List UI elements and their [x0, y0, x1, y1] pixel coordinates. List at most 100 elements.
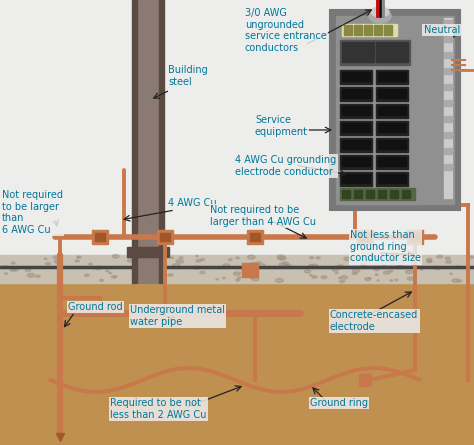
Text: Ground ring: Ground ring	[310, 398, 368, 408]
Bar	[364, 25, 372, 35]
Ellipse shape	[109, 267, 113, 269]
Ellipse shape	[310, 257, 314, 259]
Ellipse shape	[11, 262, 15, 264]
Bar	[342, 24, 397, 36]
Ellipse shape	[112, 255, 119, 258]
Ellipse shape	[96, 268, 100, 270]
Bar	[444, 20, 452, 26]
Ellipse shape	[369, 278, 371, 279]
Ellipse shape	[375, 274, 378, 275]
Ellipse shape	[437, 255, 442, 258]
Ellipse shape	[279, 263, 287, 267]
Ellipse shape	[46, 263, 50, 265]
Ellipse shape	[311, 264, 318, 267]
Bar	[342, 174, 370, 183]
Ellipse shape	[36, 275, 40, 277]
Ellipse shape	[146, 271, 149, 272]
Bar	[376, 155, 408, 169]
Bar	[384, 25, 392, 35]
Ellipse shape	[155, 257, 158, 259]
Text: Neutral: Neutral	[424, 25, 460, 35]
Bar	[359, 374, 371, 386]
Bar	[242, 263, 258, 277]
Ellipse shape	[3, 266, 8, 268]
Ellipse shape	[469, 256, 474, 259]
Ellipse shape	[200, 271, 205, 274]
Ellipse shape	[248, 275, 256, 279]
Bar	[137, 0, 159, 283]
Bar	[160, 233, 170, 241]
Ellipse shape	[263, 264, 265, 265]
Ellipse shape	[55, 260, 61, 263]
Ellipse shape	[374, 268, 379, 271]
Ellipse shape	[255, 262, 262, 265]
Ellipse shape	[405, 270, 413, 274]
Ellipse shape	[237, 277, 241, 279]
Bar	[444, 132, 452, 138]
Ellipse shape	[392, 257, 398, 260]
Bar	[378, 157, 406, 166]
Bar	[366, 190, 374, 198]
Ellipse shape	[381, 266, 387, 268]
Ellipse shape	[216, 279, 218, 280]
Ellipse shape	[396, 265, 404, 269]
Bar	[390, 190, 398, 198]
Ellipse shape	[383, 271, 390, 274]
Bar	[444, 148, 452, 154]
Text: Required to be not
less than 2 AWG Cu: Required to be not less than 2 AWG Cu	[110, 398, 206, 420]
Bar	[378, 174, 406, 183]
Ellipse shape	[371, 7, 389, 17]
Bar	[376, 42, 408, 62]
Bar	[376, 121, 408, 135]
Bar	[344, 25, 352, 35]
Bar	[336, 16, 454, 204]
Ellipse shape	[27, 273, 35, 277]
Bar	[340, 172, 372, 186]
Bar	[342, 89, 370, 98]
Ellipse shape	[316, 257, 320, 259]
Ellipse shape	[456, 266, 459, 267]
Bar	[340, 138, 372, 152]
Ellipse shape	[144, 267, 150, 270]
Ellipse shape	[128, 259, 135, 262]
Bar	[132, 0, 137, 283]
Ellipse shape	[252, 277, 259, 281]
Ellipse shape	[12, 267, 18, 271]
Ellipse shape	[179, 257, 183, 259]
Ellipse shape	[153, 263, 156, 265]
Ellipse shape	[53, 256, 60, 259]
Bar	[340, 70, 372, 84]
Ellipse shape	[168, 274, 173, 276]
Ellipse shape	[176, 259, 183, 263]
Bar	[95, 233, 105, 241]
Bar	[444, 116, 452, 122]
Bar	[376, 104, 408, 118]
Ellipse shape	[310, 275, 312, 276]
Bar	[342, 190, 350, 198]
Ellipse shape	[389, 258, 393, 260]
Bar	[444, 52, 452, 58]
Bar	[376, 172, 408, 186]
Ellipse shape	[223, 264, 230, 267]
Ellipse shape	[171, 257, 173, 259]
Bar	[444, 84, 452, 90]
Bar	[127, 247, 169, 257]
Bar	[376, 138, 408, 152]
Ellipse shape	[390, 280, 393, 281]
Ellipse shape	[450, 273, 452, 274]
Bar	[0, 255, 474, 283]
Ellipse shape	[442, 268, 444, 269]
Bar	[340, 87, 372, 101]
Ellipse shape	[338, 277, 342, 279]
Ellipse shape	[25, 269, 31, 271]
Ellipse shape	[223, 277, 225, 279]
Ellipse shape	[196, 259, 201, 262]
Ellipse shape	[236, 279, 240, 281]
Bar	[247, 230, 263, 244]
Bar	[354, 190, 362, 198]
Ellipse shape	[427, 260, 432, 262]
Ellipse shape	[377, 280, 379, 281]
Bar	[340, 155, 372, 169]
Bar	[340, 40, 410, 65]
Ellipse shape	[337, 265, 344, 269]
